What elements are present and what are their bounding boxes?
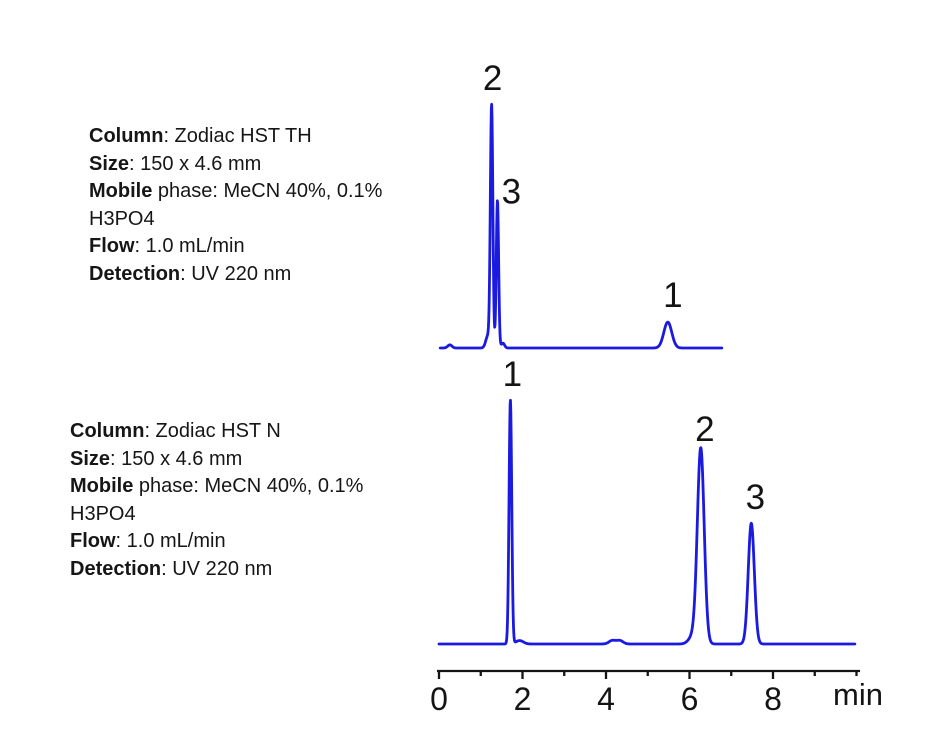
condition-line: Flow: 1.0 mL/min <box>89 233 382 261</box>
condition-key: Detection <box>70 557 162 580</box>
condition-value: : 150 x 4.6 mm <box>129 152 262 175</box>
column-conditions-bottom: Column: Zodiac HST N Size: 150 x 4.6 mm … <box>70 418 363 583</box>
condition-line: Detection: UV 220 nm <box>89 261 382 289</box>
peak-label-bottom-1: 1 <box>503 355 522 394</box>
peak-label-top-1: 1 <box>663 276 682 315</box>
condition-line: Column: Zodiac HST N <box>70 418 363 446</box>
x-axis-tick-label-0: 0 <box>430 681 448 717</box>
condition-line: Mobile phase: MeCN 40%, 0.1% <box>70 473 363 501</box>
condition-value: phase: MeCN 40%, 0.1% <box>152 180 383 202</box>
peak-label-top-2: 2 <box>483 59 502 98</box>
condition-value: H3PO4 <box>89 207 155 230</box>
condition-value: : UV 220 nm <box>180 262 292 285</box>
peak-label-top-3: 3 <box>502 172 521 211</box>
x-axis-unit-label: min <box>833 677 883 712</box>
condition-value: : 1.0 mL/min <box>134 235 245 257</box>
condition-value: : Zodiac HST N <box>144 420 281 442</box>
x-axis-tick-label-8: 8 <box>764 681 782 717</box>
condition-line: Flow: 1.0 mL/min <box>70 528 363 556</box>
condition-key: Flow <box>70 530 116 552</box>
condition-key: Flow <box>89 235 135 257</box>
condition-value: : 150 x 4.6 mm <box>110 447 243 470</box>
x-axis-tick-label-2: 2 <box>514 681 532 717</box>
chromatogram-trace-top <box>438 102 724 350</box>
condition-line: Size: 150 x 4.6 mm <box>89 151 382 179</box>
condition-key: Column <box>89 125 164 147</box>
condition-key: Size <box>89 152 130 175</box>
condition-key: Mobile <box>70 475 134 497</box>
x-axis-labels: 0 2 4 6 8 min <box>430 677 883 717</box>
condition-line: H3PO4 <box>89 206 382 234</box>
condition-key: Column <box>70 420 145 442</box>
peak-label-bottom-3: 3 <box>746 478 765 517</box>
chromatogram-trace-bottom <box>437 398 857 646</box>
condition-value: : Zodiac HST TH <box>163 125 312 147</box>
x-axis-tick-label-4: 4 <box>597 681 615 717</box>
condition-line: Size: 150 x 4.6 mm <box>70 446 363 474</box>
condition-value: : UV 220 nm <box>161 557 273 580</box>
peak-label-bottom-2: 2 <box>695 410 714 449</box>
x-axis-ticks <box>437 671 858 679</box>
condition-value: phase: MeCN 40%, 0.1% <box>133 475 364 497</box>
x-axis-tick-label-6: 6 <box>681 681 699 717</box>
condition-line: Mobile phase: MeCN 40%, 0.1% <box>89 178 382 206</box>
condition-key: Detection <box>89 262 181 285</box>
condition-value: H3PO4 <box>70 502 136 525</box>
condition-line: Column: Zodiac HST TH <box>89 123 382 151</box>
condition-line: Detection: UV 220 nm <box>70 556 363 584</box>
column-conditions-top: Column: Zodiac HST TH Size: 150 x 4.6 mm… <box>89 123 382 288</box>
condition-line: H3PO4 <box>70 501 363 529</box>
condition-key: Mobile <box>89 180 153 202</box>
condition-key: Size <box>70 447 111 470</box>
condition-value: : 1.0 mL/min <box>115 530 226 552</box>
